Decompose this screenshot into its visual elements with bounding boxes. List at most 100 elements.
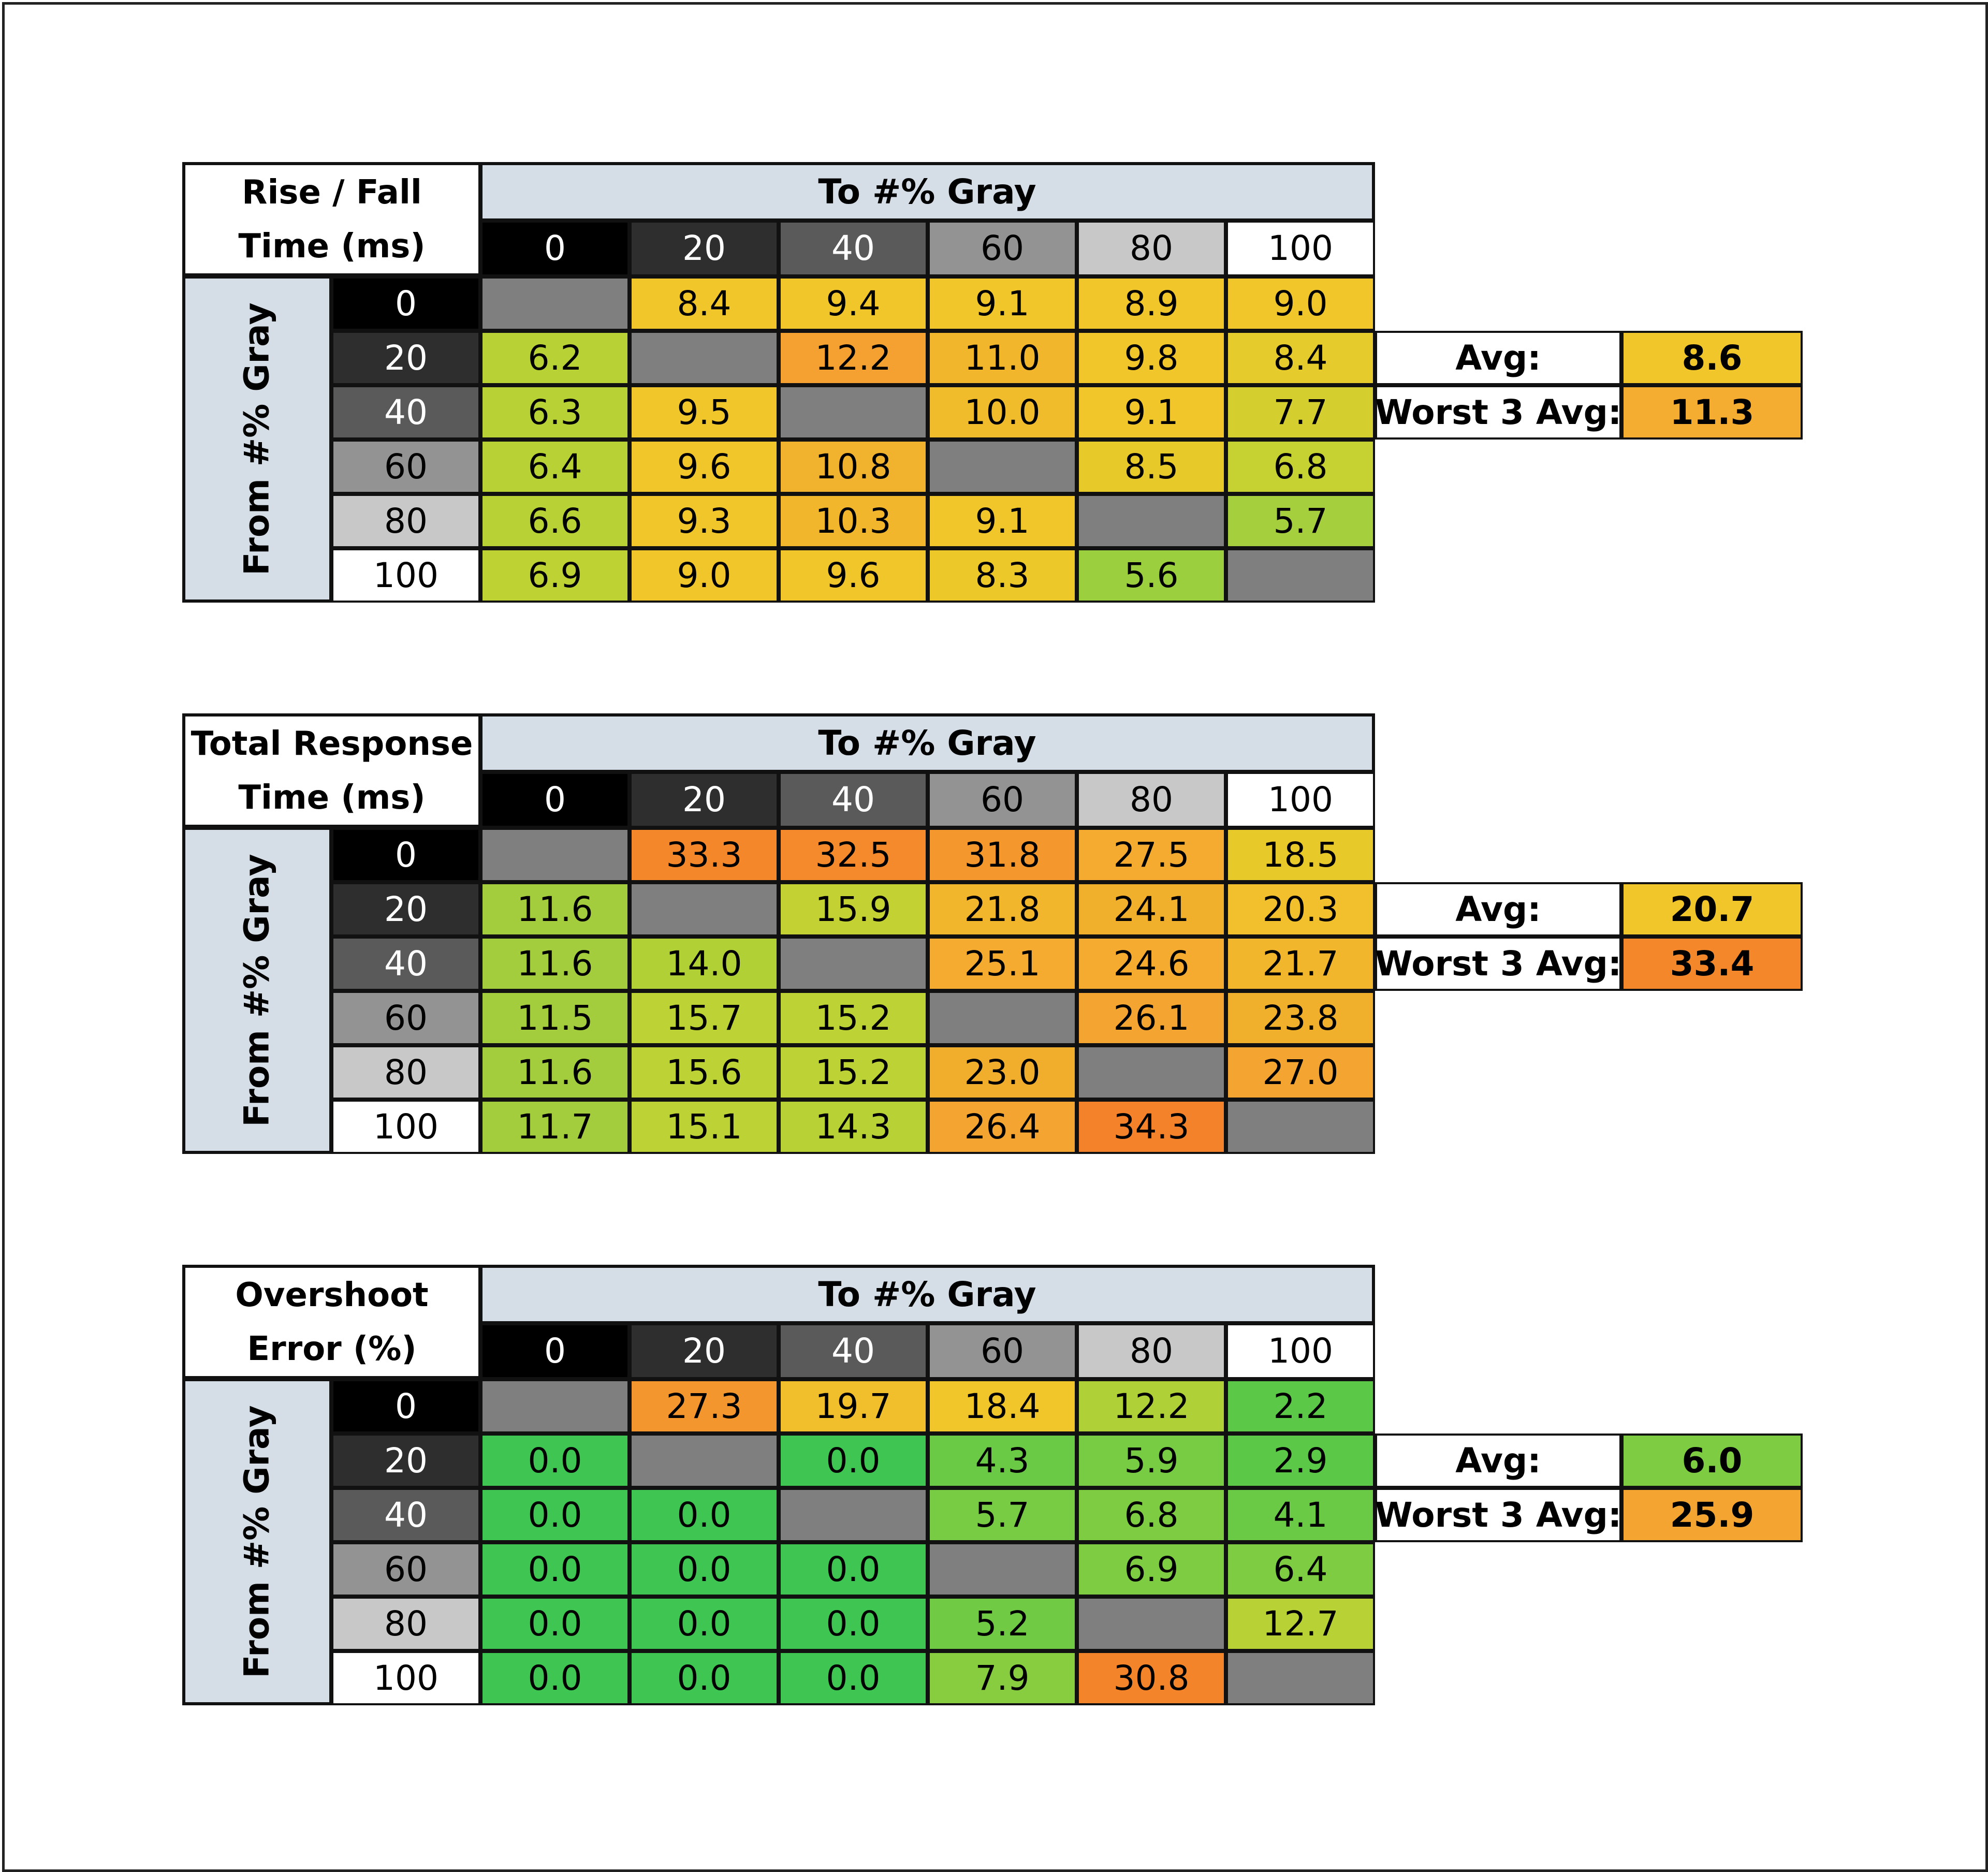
heatmap-cell: 31.8: [928, 828, 1077, 882]
heatmap-cell: 6.9: [480, 548, 630, 603]
heatmap-cell: 7.7: [1226, 385, 1375, 440]
table-title-line: Time (ms): [238, 778, 426, 817]
row-header-20: 20: [331, 882, 480, 937]
table-title: Rise / Fall Time (ms): [182, 162, 480, 276]
heatmap-cell: 0.0: [779, 1542, 928, 1597]
from-gray-axis: From #% Gray: [182, 276, 331, 603]
heatmap-cell: 15.7: [630, 991, 779, 1045]
heatmap-cell: [1226, 1100, 1375, 1154]
heatmap-cell: 6.9: [1077, 1542, 1226, 1597]
column-header-20: 20: [630, 221, 779, 276]
worst-3-avg-value: 11.3: [1621, 385, 1803, 440]
heatmap-cell: 25.1: [928, 937, 1077, 991]
column-header-60: 60: [928, 772, 1077, 828]
row-header-100: 100: [331, 1100, 480, 1154]
from-gray-label: From #% Gray: [237, 302, 277, 576]
heatmap-cell: 23.8: [1226, 991, 1375, 1045]
heatmap-cell: 6.6: [480, 494, 630, 548]
row-header-40: 40: [331, 385, 480, 440]
heatmap-cell: 26.4: [928, 1100, 1077, 1154]
heatmap-cell: 2.2: [1226, 1379, 1375, 1434]
heatmap-cell: 4.3: [928, 1434, 1077, 1488]
heatmap-cell: 34.3: [1077, 1100, 1226, 1154]
table-title: Overshoot Error (%): [182, 1265, 480, 1379]
row-header-0: 0: [331, 828, 480, 882]
heatmap-cell: 9.8: [1077, 331, 1226, 385]
heatmap-cell: 6.8: [1226, 440, 1375, 494]
heatmap-cell: 15.2: [779, 1045, 928, 1100]
heatmap-cell: 11.6: [480, 1045, 630, 1100]
heatmap-cell: 0.0: [779, 1434, 928, 1488]
column-header-80: 80: [1077, 1323, 1226, 1379]
heatmap-cell: 2.9: [1226, 1434, 1375, 1488]
row-header-100: 100: [331, 548, 480, 603]
heatmap-cell: 6.8: [1077, 1488, 1226, 1542]
heatmap-cell: 7.9: [928, 1651, 1077, 1705]
column-header-80: 80: [1077, 772, 1226, 828]
heatmap-cell: 15.6: [630, 1045, 779, 1100]
heatmap-cell: 6.4: [1226, 1542, 1375, 1597]
heatmap-cell: [1077, 1597, 1226, 1651]
heatmap-cell: 5.9: [1077, 1434, 1226, 1488]
heatmap-cell: 5.7: [1226, 494, 1375, 548]
avg-label: Avg:: [1375, 1434, 1621, 1488]
heatmap-cell: 9.1: [1077, 385, 1226, 440]
heatmap-cell: 11.6: [480, 937, 630, 991]
row-header-80: 80: [331, 1597, 480, 1651]
heatmap-cell: 10.8: [779, 440, 928, 494]
heatmap-cell: 19.7: [779, 1379, 928, 1434]
heatmap-cell: 10.3: [779, 494, 928, 548]
heatmap-cell: [480, 1379, 630, 1434]
column-header-40: 40: [779, 221, 928, 276]
heatmap-cell: 21.7: [1226, 937, 1375, 991]
heatmap-cell: 9.3: [630, 494, 779, 548]
heatmap-cell: 0.0: [480, 1488, 630, 1542]
heatmap-cell: [928, 440, 1077, 494]
from-gray-axis: From #% Gray: [182, 1379, 331, 1705]
avg-label: Avg:: [1375, 331, 1621, 385]
row-header-60: 60: [331, 440, 480, 494]
avg-value: 20.7: [1621, 882, 1803, 937]
heatmap-cell: [1226, 1651, 1375, 1705]
to-gray-header: To #% Gray: [480, 162, 1375, 221]
avg-value: 6.0: [1621, 1434, 1803, 1488]
heatmap-cell: 8.3: [928, 548, 1077, 603]
heatmap-cell: 26.1: [1077, 991, 1226, 1045]
heatmap-cell: 30.8: [1077, 1651, 1226, 1705]
worst-3-avg-label: Worst 3 Avg:: [1375, 385, 1621, 440]
column-header-0: 0: [480, 221, 630, 276]
heatmap-cell: 24.1: [1077, 882, 1226, 937]
heatmap-cell: 8.5: [1077, 440, 1226, 494]
heatmap-cell: 0.0: [630, 1597, 779, 1651]
heatmap-cell: 5.7: [928, 1488, 1077, 1542]
worst-3-avg-value: 25.9: [1621, 1488, 1803, 1542]
heatmap-cell: 0.0: [480, 1651, 630, 1705]
heatmap-cell: 15.1: [630, 1100, 779, 1154]
heatmap-cell: 6.4: [480, 440, 630, 494]
table-title-line: Total Response: [191, 724, 473, 763]
heatmap-cell: [928, 991, 1077, 1045]
worst-3-avg-value: 33.4: [1621, 937, 1803, 991]
table-title: Total Response Time (ms): [182, 713, 480, 828]
heatmap-cell: 0.0: [480, 1434, 630, 1488]
column-header-0: 0: [480, 1323, 630, 1379]
heatmap-cell: [1077, 494, 1226, 548]
column-header-80: 80: [1077, 221, 1226, 276]
avg-value: 8.6: [1621, 331, 1803, 385]
column-header-60: 60: [928, 221, 1077, 276]
heatmap-cell: 8.4: [1226, 331, 1375, 385]
heatmap-cell: 9.4: [779, 276, 928, 331]
heatmap-cell: 0.0: [779, 1597, 928, 1651]
avg-label: Avg:: [1375, 882, 1621, 937]
row-header-100: 100: [331, 1651, 480, 1705]
row-header-60: 60: [331, 991, 480, 1045]
worst-3-avg-label: Worst 3 Avg:: [1375, 937, 1621, 991]
heatmap-cell: 9.0: [630, 548, 779, 603]
heatmap-cell: 18.5: [1226, 828, 1375, 882]
heatmap-cell: 6.3: [480, 385, 630, 440]
heatmap-cell: 9.6: [630, 440, 779, 494]
from-gray-axis: From #% Gray: [182, 828, 331, 1154]
heatmap-cell: 9.0: [1226, 276, 1375, 331]
from-gray-label: From #% Gray: [237, 854, 277, 1127]
